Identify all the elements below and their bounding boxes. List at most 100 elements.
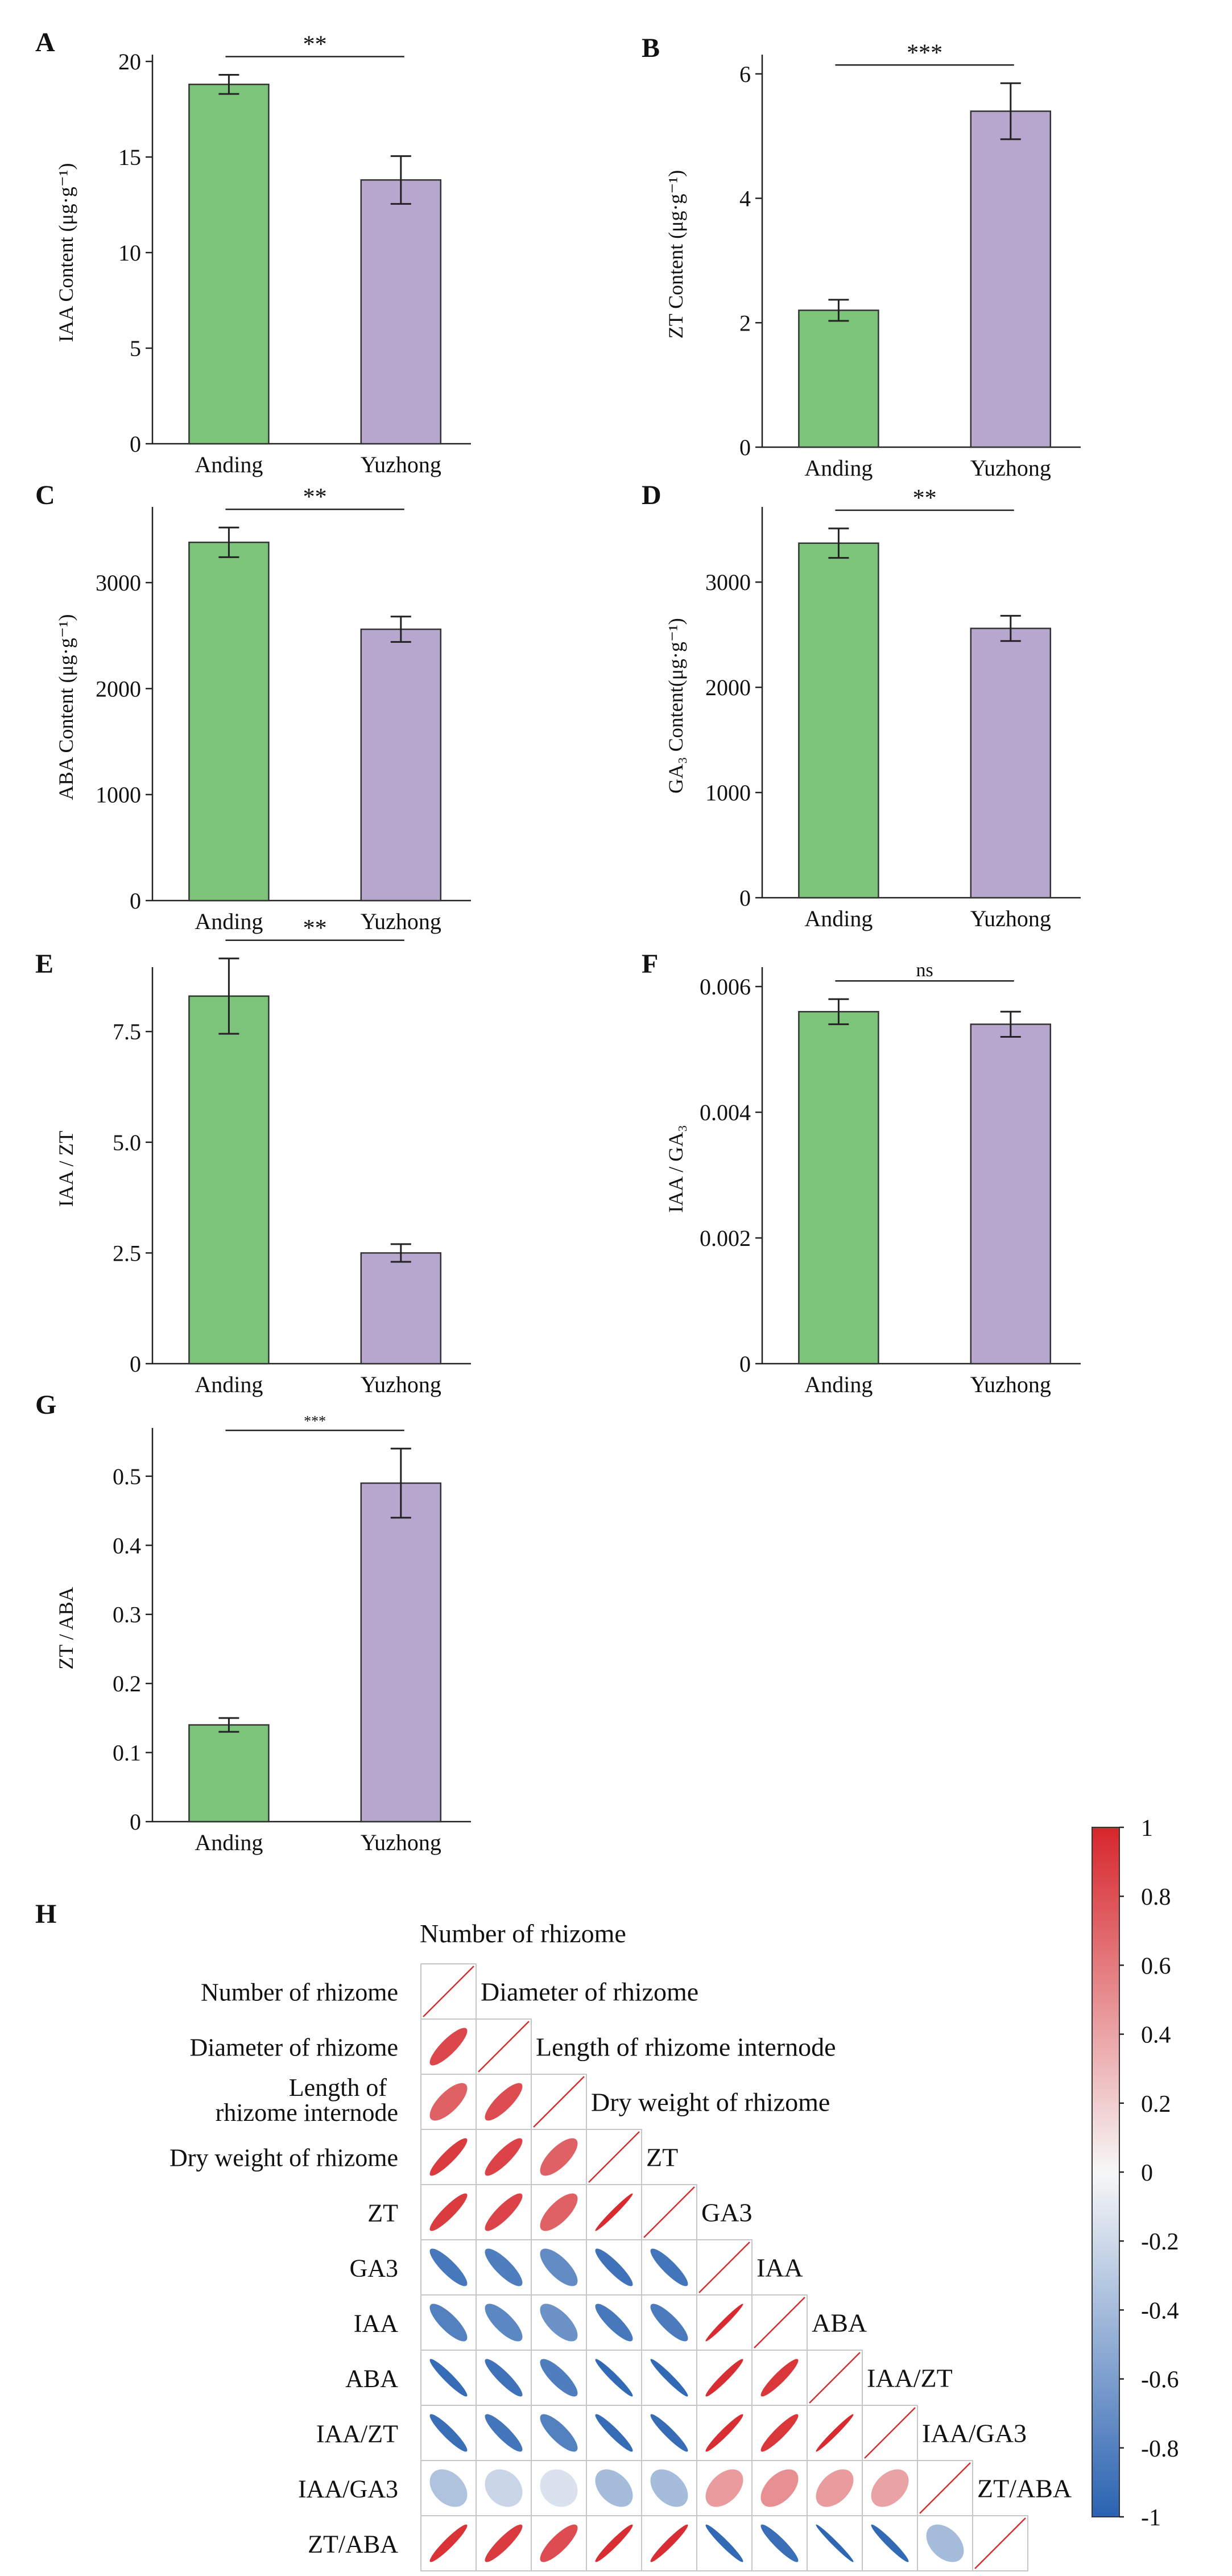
error-bar: [390, 1243, 411, 1263]
panel-F: F 0 0.002 0.004 0.006 IAA / GA₃ Anding Yuzhong n…: [642, 949, 1081, 1397]
correlation-ellipse: [760, 2414, 799, 2452]
y-tick-label: 0: [130, 1351, 141, 1377]
correlation-ellipse: [816, 2524, 854, 2562]
correlation-ellipse: [595, 2524, 633, 2562]
colorbar-tick-label: 0.6: [1141, 1953, 1171, 1979]
correlation-ellipse: [485, 2524, 523, 2562]
y-tick-label: 0.004: [700, 1100, 751, 1125]
y-tick-label: 2000: [96, 676, 141, 701]
correlation-ellipse: [485, 2083, 523, 2121]
panel-letter: C: [35, 480, 55, 510]
colorbar: [1092, 1827, 1120, 2517]
significance-marker: **: [913, 485, 937, 511]
matrix-row-label: Length of rhizome internode: [216, 2074, 398, 2127]
error-bar: [218, 957, 239, 1035]
colorbar-tick-label: 1: [1141, 1815, 1153, 1842]
matrix-column-label: ZT/ABA: [977, 2474, 1072, 2503]
panel-letter: G: [35, 1390, 56, 1420]
matrix-column-label: ZT: [646, 2143, 678, 2172]
x-tick-label: Yuzhong: [970, 1372, 1051, 1397]
matrix-diagonal-mark: [974, 2517, 1026, 2569]
y-tick-label: 0.4: [113, 1533, 141, 1558]
matrix-column-label: GA3: [701, 2198, 752, 2227]
matrix-diagonal-mark: [919, 2462, 971, 2514]
x-tick-label: Yuzhong: [361, 909, 441, 934]
x-tick-label: Yuzhong: [361, 1372, 441, 1397]
x-tick-label: Yuzhong: [361, 1830, 441, 1855]
matrix-row-label: IAA/ZT: [316, 2420, 398, 2448]
colorbar-tick-label: -1: [1141, 2505, 1161, 2531]
error-bar: [390, 616, 411, 643]
x-tick-label: Anding: [195, 1372, 263, 1397]
matrix-diagonal-mark: [698, 2241, 750, 2293]
panel-B: B 0 2 4 6 ZT Content (μg·g⁻¹) Anding Yuzhong ***: [642, 33, 1081, 481]
correlation-ellipse: [485, 2248, 523, 2286]
correlation-ellipse: [429, 2469, 468, 2507]
correlation-ellipse: [540, 2193, 578, 2231]
bar-yuzhong: [360, 1482, 442, 1823]
x-tick-label: Yuzhong: [361, 452, 441, 477]
y-tick-label: 0.2: [113, 1671, 141, 1696]
correlation-ellipse: [595, 2303, 633, 2342]
correlation-ellipse: [595, 2248, 633, 2286]
correlation-ellipse: [760, 2359, 799, 2397]
significance-marker: ***: [304, 1413, 326, 1429]
y-tick-label: 2.5: [113, 1240, 141, 1266]
matrix-diagonal-mark: [754, 2297, 805, 2348]
significance-marker: ***: [907, 40, 942, 66]
x-tick-label: Anding: [195, 1830, 263, 1855]
correlation-ellipse: [429, 2193, 468, 2231]
row-label-line: Length of: [289, 2074, 387, 2102]
correlation-ellipse: [705, 2414, 743, 2452]
correlation-ellipse: [871, 2469, 909, 2507]
matrix-column-label: IAA/ZT: [867, 2364, 953, 2393]
correlation-ellipse: [485, 2303, 523, 2342]
significance-marker: ns: [916, 960, 933, 981]
y-tick-label: 0: [739, 435, 751, 460]
error-bar: [828, 998, 849, 1025]
matrix-row-label: Dry weight of rhizome: [169, 2144, 398, 2172]
correlation-ellipse: [650, 2248, 688, 2286]
correlation-ellipse: [429, 2359, 468, 2397]
correlation-ellipse: [871, 2524, 909, 2562]
x-tick-label: Anding: [195, 452, 263, 477]
matrix-diagonal-mark: [423, 1966, 474, 2017]
x-tick-label: Yuzhong: [970, 455, 1051, 481]
correlation-ellipse: [760, 2524, 799, 2562]
matrix-diagonal-mark: [533, 2076, 585, 2128]
y-tick-label: 0.002: [700, 1225, 751, 1251]
correlation-ellipse: [540, 2524, 578, 2562]
correlation-ellipse: [705, 2359, 743, 2397]
y-tick-label: 1000: [705, 780, 751, 806]
colorbar-tick-label: -0.2: [1141, 2229, 1179, 2255]
matrix-row-label: ABA: [345, 2365, 398, 2393]
correlation-ellipse: [650, 2469, 688, 2507]
correlation-ellipse: [816, 2414, 854, 2452]
matrix-column-label: Diameter of rhizome: [481, 1978, 698, 2007]
y-tick-label: 10: [118, 240, 141, 266]
x-tick-label: Anding: [195, 909, 263, 934]
matrix-diagonal-mark: [588, 2131, 640, 2183]
matrix-column-label: Dry weight of rhizome: [591, 2088, 830, 2117]
correlation-ellipse: [595, 2414, 633, 2452]
panel-G: G 0 0.1 0.2 0.3 0.4 0.5 ZT / ABA Anding Yuzhong **…: [35, 1390, 471, 1855]
panel-D: D 0 1000 2000 3000 GA₃ Content(μg·g⁻¹) Anding Y…: [642, 480, 1081, 931]
y-tick-label: 15: [118, 145, 141, 170]
y-tick-label: 0.3: [113, 1602, 141, 1628]
matrix-top-label: Number of rhizome: [420, 1919, 626, 1948]
colorbar-tick-label: 0.8: [1141, 1884, 1171, 1910]
correlation-ellipse: [485, 2193, 523, 2231]
error-bar: [218, 1717, 239, 1733]
y-axis-label: IAA Content (μg·g⁻¹): [55, 163, 77, 342]
correlation-ellipse: [595, 2193, 633, 2231]
error-bar: [390, 155, 411, 205]
matrix-diagonal-mark: [809, 2352, 861, 2404]
panel-letter: A: [35, 27, 55, 57]
bar-yuzhong: [360, 1252, 442, 1365]
panel-letter: B: [642, 33, 660, 63]
correlation-ellipse: [650, 2524, 688, 2562]
y-tick-label: 0: [739, 1351, 751, 1377]
correlation-ellipse: [650, 2359, 688, 2397]
matrix-row-label: Number of rhizome: [201, 1979, 398, 2007]
